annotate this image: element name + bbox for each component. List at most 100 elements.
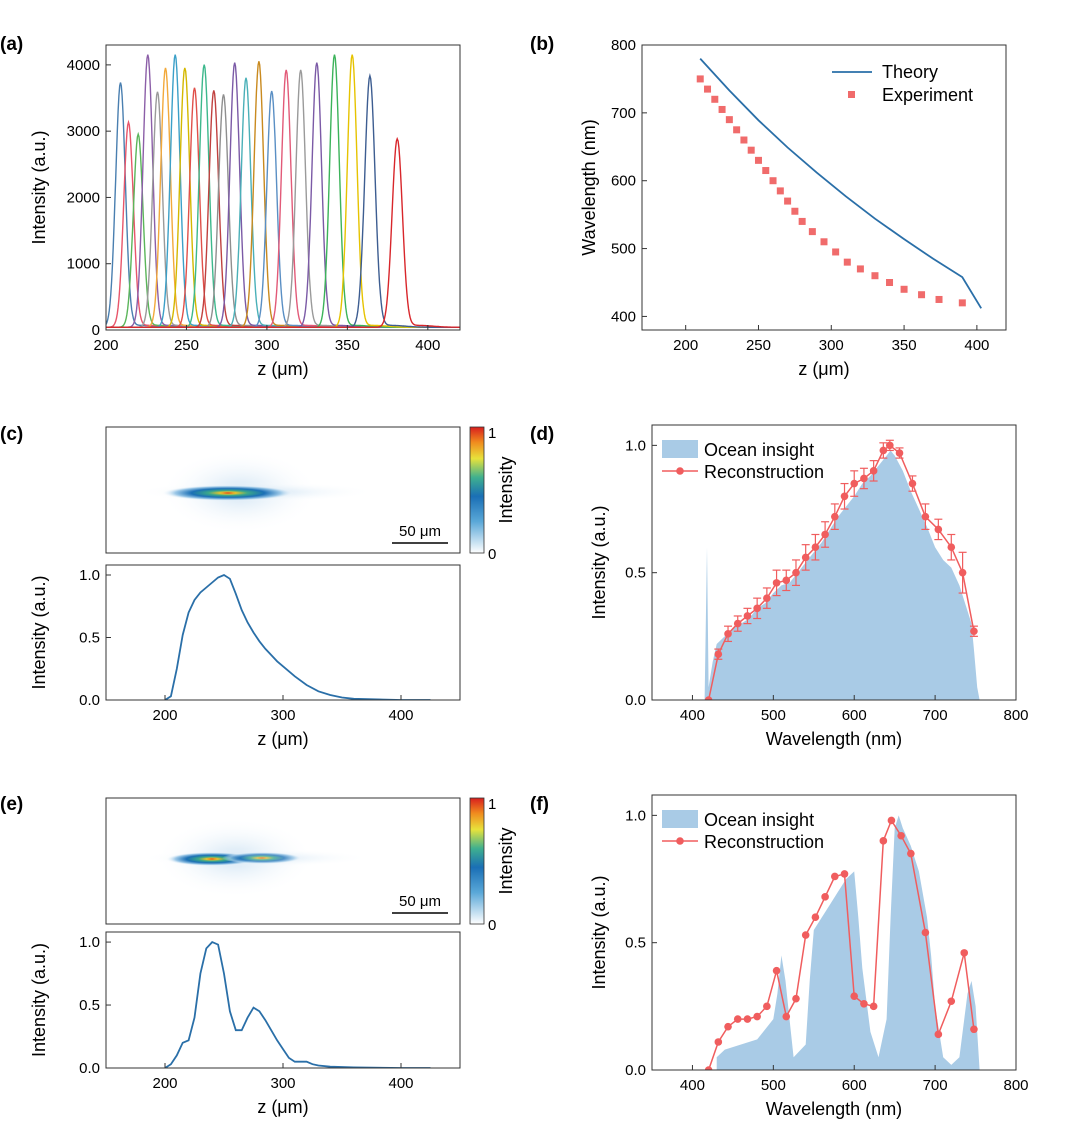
y-tick-label: 3000 <box>67 123 100 140</box>
series-line <box>164 941 431 1068</box>
legend-reconstruction-marker <box>676 837 684 845</box>
reconstruction-point <box>831 512 839 521</box>
legend-ocean-label: Ocean insight <box>704 440 814 460</box>
plot-area-c <box>164 573 431 700</box>
reconstruction-point <box>714 1038 723 1046</box>
panel-label-d: (d) <box>530 424 554 445</box>
x-tick-label: 500 <box>761 707 786 724</box>
reconstruction-point <box>897 831 905 840</box>
experiment-point <box>762 167 770 175</box>
y-tick-label: 4000 <box>67 57 100 74</box>
chart-c: 200 300 400 0.0 0.5 1.0 z (μm) Intensity (a.u.) <box>29 564 461 749</box>
reconstruction-point <box>921 512 930 521</box>
reconstruction-point <box>772 966 781 975</box>
reconstruction-point <box>801 553 810 562</box>
legend-ocean-swatch <box>662 440 698 458</box>
reconstruction-point <box>887 816 896 825</box>
x-tick-label: 300 <box>819 337 844 354</box>
chart-f: 400 500 600 700 800 0.0 0.5 1.0 Wavelength (nm) I… <box>589 794 1029 1119</box>
reconstruction-point <box>763 1002 771 1011</box>
reconstruction-point <box>724 629 732 638</box>
x-tick-label: 600 <box>842 1077 867 1094</box>
y-tick-label: 1.0 <box>79 567 100 584</box>
colorbar-max-e: 1 <box>488 796 496 813</box>
x-axis-title: Wavelength (nm) <box>766 1099 902 1119</box>
x-tick-label: 300 <box>270 707 295 724</box>
x-tick-label: 600 <box>842 707 867 724</box>
y-axis-title: Intensity (a.u.) <box>589 875 609 989</box>
x-tick-label: 400 <box>388 1075 413 1092</box>
series-line <box>164 573 431 700</box>
reconstruction-point <box>908 479 917 488</box>
colorbar-e: 1 0 Intensity <box>469 796 516 934</box>
reconstruction-point <box>831 872 839 881</box>
plot-area-e <box>164 941 431 1068</box>
reconstruction-point <box>895 449 904 457</box>
experiment-point <box>820 238 828 246</box>
chart-d: 400 500 600 700 800 0.0 0.5 1.0 Wavelength (nm) I… <box>589 424 1029 749</box>
experiment-point <box>776 187 784 195</box>
reconstruction-point <box>840 492 849 501</box>
experiment-point <box>958 299 966 307</box>
y-tick-label: 400 <box>611 308 636 325</box>
experiment-point <box>711 95 719 103</box>
reconstruction-point <box>714 650 723 658</box>
axes-frame-d <box>651 424 1017 701</box>
x-tick-label: 800 <box>1003 707 1028 724</box>
reconstruction-point <box>869 467 878 475</box>
plot-area-d <box>652 439 1016 700</box>
y-tick-label: 1.0 <box>625 437 646 454</box>
reconstruction-point <box>733 619 742 628</box>
reconstruction-point <box>879 837 888 845</box>
experiment-point <box>900 285 908 293</box>
y-tick-label: 1.0 <box>79 934 100 951</box>
experiment-point <box>754 156 762 164</box>
experiment-point <box>704 85 712 93</box>
y-axis-title: Intensity (a.u.) <box>29 130 49 244</box>
reconstruction-point <box>886 441 894 450</box>
experiment-point <box>886 279 894 286</box>
x-tick-label: 250 <box>746 337 771 354</box>
plot-area-f <box>652 815 1016 1070</box>
legend-reconstruction-label: Reconstruction <box>704 462 824 482</box>
reconstruction-point <box>970 1025 978 1034</box>
reconstruction-point <box>753 1012 761 1021</box>
experiment-point <box>856 265 864 273</box>
y-tick-label: 0.5 <box>79 997 100 1014</box>
reconstruction-point <box>792 568 800 577</box>
y-axis-title: Intensity (a.u.) <box>589 505 609 619</box>
legend-experiment-label: Experiment <box>882 85 973 105</box>
reconstruction-point <box>743 1015 752 1023</box>
x-axis-title: z (μm) <box>257 729 308 749</box>
panel-label-c: (c) <box>0 424 23 445</box>
experiment-point <box>935 295 943 303</box>
colorbar-title-e: Intensity <box>496 827 516 894</box>
reconstruction-point <box>921 928 930 937</box>
axes-frame-c <box>105 564 461 701</box>
y-tick-label: 0.5 <box>625 565 646 582</box>
reconstruction-point <box>970 627 978 636</box>
x-tick-label: 500 <box>761 1077 786 1094</box>
x-tick-label: 350 <box>335 337 360 354</box>
experiment-point <box>696 75 704 83</box>
experiment-point <box>769 177 777 185</box>
y-tick-label: 1.0 <box>625 807 646 824</box>
x-tick-label: 350 <box>892 337 917 354</box>
y-axis-title: Wavelength (nm) <box>579 119 599 255</box>
reconstruction-point <box>753 604 761 613</box>
y-tick-label: 0.0 <box>79 1060 100 1077</box>
reconstruction-point <box>811 543 820 552</box>
reconstruction-point <box>811 913 820 922</box>
x-tick-label: 800 <box>1003 1077 1028 1094</box>
ocean-insight-area <box>716 815 980 1070</box>
y-tick-label: 1000 <box>67 256 100 273</box>
panel-label-e: (e) <box>0 794 23 815</box>
reconstruction-point <box>850 992 859 1000</box>
beam-image-e: 50 μm <box>105 797 461 925</box>
x-tick-label: 400 <box>415 337 440 354</box>
reconstruction-point <box>724 1022 732 1031</box>
reconstruction-point <box>782 1012 791 1021</box>
